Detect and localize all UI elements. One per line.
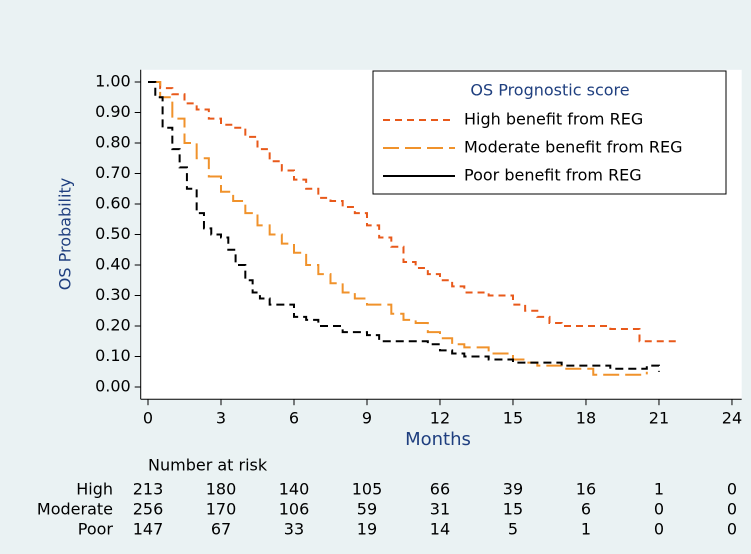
risk-value: 106 [279,500,310,519]
risk-value: 19 [357,520,377,539]
y-tick-label: 0.10 [95,346,131,365]
km-curve [148,81,660,372]
risk-value: 39 [503,480,523,499]
y-tick-label: 0.90 [95,102,131,121]
x-tick-label: 24 [722,409,742,428]
km-curve [148,81,678,343]
risk-value: 1 [654,480,664,499]
km-curve [148,81,648,376]
x-tick-label: 21 [649,409,669,428]
y-tick-label: 0.70 [95,163,131,182]
risk-value: 67 [211,520,231,539]
y-tick-label: 0.60 [95,194,131,213]
y-tick-label: 0.40 [95,255,131,274]
x-axis-title: Months [405,429,471,450]
risk-value: 15 [503,500,523,519]
y-tick-label: 0.50 [95,224,131,243]
y-tick-label: 0.20 [95,316,131,335]
risk-value: 6 [581,500,591,519]
x-tick-label: 12 [430,409,450,428]
risk-value: 213 [133,480,164,499]
legend-label: High benefit from REG [464,110,643,129]
y-axis-title: OS Probability [56,178,75,290]
legend-label: Moderate benefit from REG [464,138,683,157]
risk-value: 16 [576,480,596,499]
risk-row-label: Moderate [37,500,113,519]
x-tick-label: 3 [216,409,226,428]
legend-box [372,70,727,195]
risk-value: 14 [430,520,450,539]
risk-value: 0 [727,500,737,519]
x-tick-label: 18 [576,409,596,428]
risk-row-label: High [76,480,113,499]
risk-value: 0 [727,520,737,539]
y-tick-label: 0.00 [95,377,131,396]
risk-value: 0 [654,500,664,519]
risk-value: 0 [727,480,737,499]
risk-title: Number at risk [148,456,268,475]
risk-value: 0 [654,520,664,539]
risk-value: 105 [352,480,383,499]
legend-title: OS Prognostic score [470,81,629,100]
legend-label: Poor benefit from REG [464,166,642,185]
risk-value: 33 [284,520,304,539]
y-tick-label: 0.30 [95,285,131,304]
risk-value: 31 [430,500,450,519]
risk-value: 59 [357,500,377,519]
x-tick-label: 6 [289,409,299,428]
risk-value: 1 [581,520,591,539]
y-tick-label: 1.00 [95,72,131,91]
risk-value: 147 [133,520,164,539]
risk-value: 5 [508,520,518,539]
x-tick-label: 15 [503,409,523,428]
risk-value: 256 [133,500,164,519]
risk-value: 140 [279,480,310,499]
risk-row-label: Poor [78,520,114,539]
y-tick-label: 0.80 [95,133,131,152]
x-tick-label: 0 [143,409,153,428]
risk-value: 170 [206,500,237,519]
risk-value: 180 [206,480,237,499]
risk-value: 66 [430,480,450,499]
x-tick-label: 9 [362,409,372,428]
